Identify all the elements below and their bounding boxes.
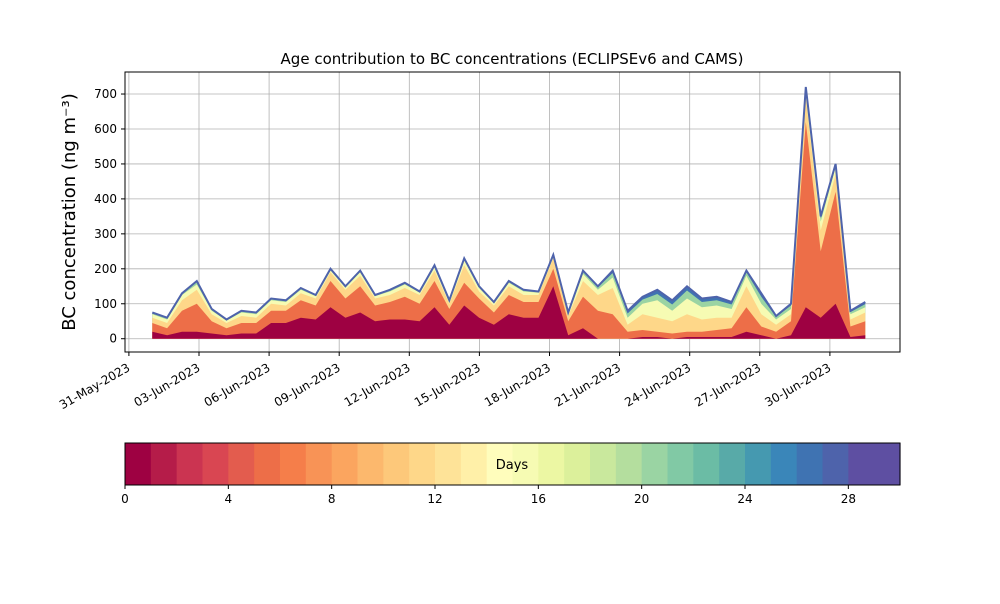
- colorbar-tick-label: 8: [328, 492, 336, 506]
- chart-title: Age contribution to BC concentrations (E…: [281, 50, 744, 68]
- colorbar-swatch: [719, 443, 746, 485]
- colorbar-swatch: [641, 443, 669, 485]
- colorbar-swatch: [202, 443, 229, 485]
- colorbar-swatch: [693, 443, 720, 485]
- y-tick-label: 600: [94, 122, 117, 136]
- colorbar-swatch: [435, 443, 462, 485]
- y-tick-label: 0: [109, 332, 117, 346]
- colorbar-swatch: [331, 443, 359, 485]
- age-band-area: [152, 122, 866, 339]
- colorbar-swatch: [512, 443, 539, 485]
- colorbar-ticks: 0 4 8 12 16 20 24 28: [121, 485, 856, 506]
- colorbar-swatch: [822, 443, 849, 485]
- x-tick-label: 21-Jun-2023: [552, 360, 623, 409]
- colorbar: [125, 443, 901, 485]
- colorbar-swatch: [280, 443, 307, 485]
- colorbar-swatch: [564, 443, 591, 485]
- y-tick-label: 500: [94, 157, 117, 171]
- x-tick-label: 15-Jun-2023: [412, 360, 483, 409]
- total-concentration-line: [151, 86, 866, 321]
- x-tick-label: 12-Jun-2023: [342, 360, 413, 409]
- colorbar-swatch: [770, 443, 798, 485]
- colorbar-swatch: [305, 443, 333, 485]
- x-tick-label: 31-May-2023: [57, 360, 132, 412]
- colorbar-swatch: [848, 443, 875, 485]
- colorbar-tick-label: 4: [225, 492, 233, 506]
- colorbar-swatch: [176, 443, 204, 485]
- age-band-area: [152, 286, 866, 339]
- colorbar-swatch: [125, 443, 152, 485]
- colorbar-swatch: [254, 443, 281, 485]
- colorbar-swatch: [228, 443, 255, 485]
- y-axis-label: BC concentration (ng m⁻³): [59, 93, 80, 331]
- colorbar-swatch: [383, 443, 410, 485]
- colorbar-tick-label: 20: [634, 492, 649, 506]
- colorbar-swatch: [538, 443, 565, 485]
- colorbar-swatch: [745, 443, 772, 485]
- colorbar-swatch: [409, 443, 436, 485]
- x-tick-label: 03-Jun-2023: [132, 360, 203, 409]
- colorbar-swatch: [874, 443, 901, 485]
- colorbar-swatch: [150, 443, 178, 485]
- plot-frame: [124, 71, 901, 353]
- colorbar-tick-label: 12: [427, 492, 442, 506]
- colorbar-swatch: [796, 443, 824, 485]
- x-tick-label: 24-Jun-2023: [622, 360, 693, 409]
- y-tick-label: 700: [94, 87, 117, 101]
- colorbar-swatch: [486, 443, 514, 485]
- y-axis-ticks: 0 100 200 300 400 500 600 700: [94, 87, 125, 346]
- colorbar-tick-label: 28: [841, 492, 856, 506]
- x-tick-label: 30-Jun-2023: [762, 360, 833, 409]
- colorbar-tick-label: 16: [531, 492, 546, 506]
- x-axis-ticks: 31-May-2023 03-Jun-2023 06-Jun-2023 09-Jun-…: [57, 352, 833, 412]
- x-tick-label: 06-Jun-2023: [202, 360, 273, 409]
- y-tick-label: 100: [94, 297, 117, 311]
- colorbar-swatch: [615, 443, 643, 485]
- age-contribution-areas: [151, 86, 866, 339]
- colorbar-swatch: [590, 443, 617, 485]
- colorbar-swatch: [460, 443, 488, 485]
- colorbar-tick-label: 24: [737, 492, 752, 506]
- age-band-area: [152, 97, 866, 339]
- x-tick-label: 18-Jun-2023: [482, 360, 553, 409]
- colorbar-tick-label: 0: [121, 492, 129, 506]
- x-tick-label: 09-Jun-2023: [272, 360, 343, 409]
- y-tick-label: 400: [94, 192, 117, 206]
- y-tick-label: 200: [94, 262, 117, 276]
- colorbar-label: Days: [496, 458, 529, 473]
- y-tick-label: 300: [94, 227, 117, 241]
- colorbar-swatch: [667, 443, 694, 485]
- colorbar-swatch: [357, 443, 384, 485]
- x-tick-label: 27-Jun-2023: [692, 360, 763, 409]
- colorbar-frame: [124, 442, 901, 486]
